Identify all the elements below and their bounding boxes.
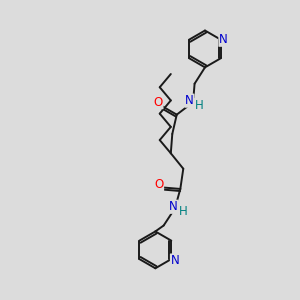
Text: N: N xyxy=(219,33,228,46)
Text: O: O xyxy=(154,96,163,109)
Text: N: N xyxy=(169,200,178,213)
Text: N: N xyxy=(170,254,179,267)
Text: H: H xyxy=(195,99,203,112)
Text: H: H xyxy=(179,205,188,218)
Text: O: O xyxy=(154,178,164,191)
Text: N: N xyxy=(185,94,194,107)
